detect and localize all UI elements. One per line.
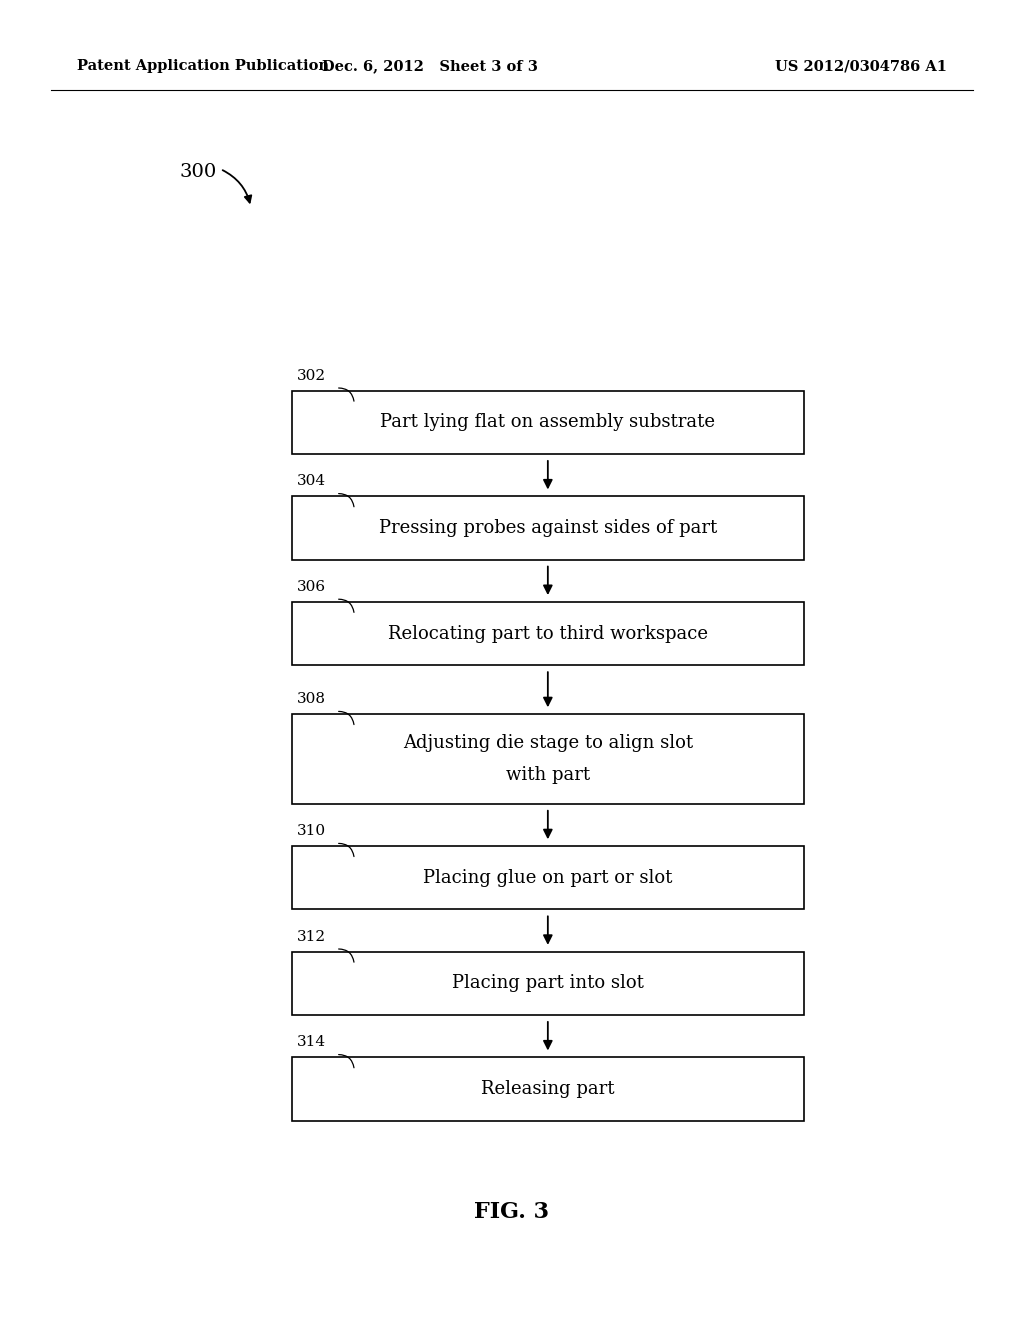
- Bar: [292, 952, 804, 1015]
- Text: 312: 312: [297, 929, 326, 944]
- Bar: [292, 1057, 804, 1121]
- Text: 300: 300: [179, 162, 216, 181]
- Text: with part: with part: [506, 766, 590, 784]
- Bar: [292, 714, 804, 804]
- Text: 310: 310: [297, 824, 326, 838]
- Text: Patent Application Publication: Patent Application Publication: [77, 59, 329, 73]
- Text: Adjusting die stage to align slot: Adjusting die stage to align slot: [402, 734, 693, 752]
- Bar: [292, 391, 804, 454]
- Text: 314: 314: [297, 1035, 326, 1049]
- Text: Placing part into slot: Placing part into slot: [452, 974, 644, 993]
- Text: 308: 308: [297, 692, 326, 706]
- Text: 302: 302: [297, 368, 326, 383]
- Bar: [292, 602, 804, 665]
- Text: Pressing probes against sides of part: Pressing probes against sides of part: [379, 519, 717, 537]
- Text: US 2012/0304786 A1: US 2012/0304786 A1: [775, 59, 947, 73]
- Text: 304: 304: [297, 474, 326, 488]
- Bar: [292, 846, 804, 909]
- Text: 306: 306: [297, 579, 326, 594]
- Text: FIG. 3: FIG. 3: [474, 1201, 550, 1222]
- Bar: [292, 496, 804, 560]
- Text: Dec. 6, 2012   Sheet 3 of 3: Dec. 6, 2012 Sheet 3 of 3: [323, 59, 538, 73]
- Text: Relocating part to third workspace: Relocating part to third workspace: [388, 624, 708, 643]
- Text: Releasing part: Releasing part: [481, 1080, 614, 1098]
- Text: Placing glue on part or slot: Placing glue on part or slot: [423, 869, 673, 887]
- Text: Part lying flat on assembly substrate: Part lying flat on assembly substrate: [380, 413, 716, 432]
